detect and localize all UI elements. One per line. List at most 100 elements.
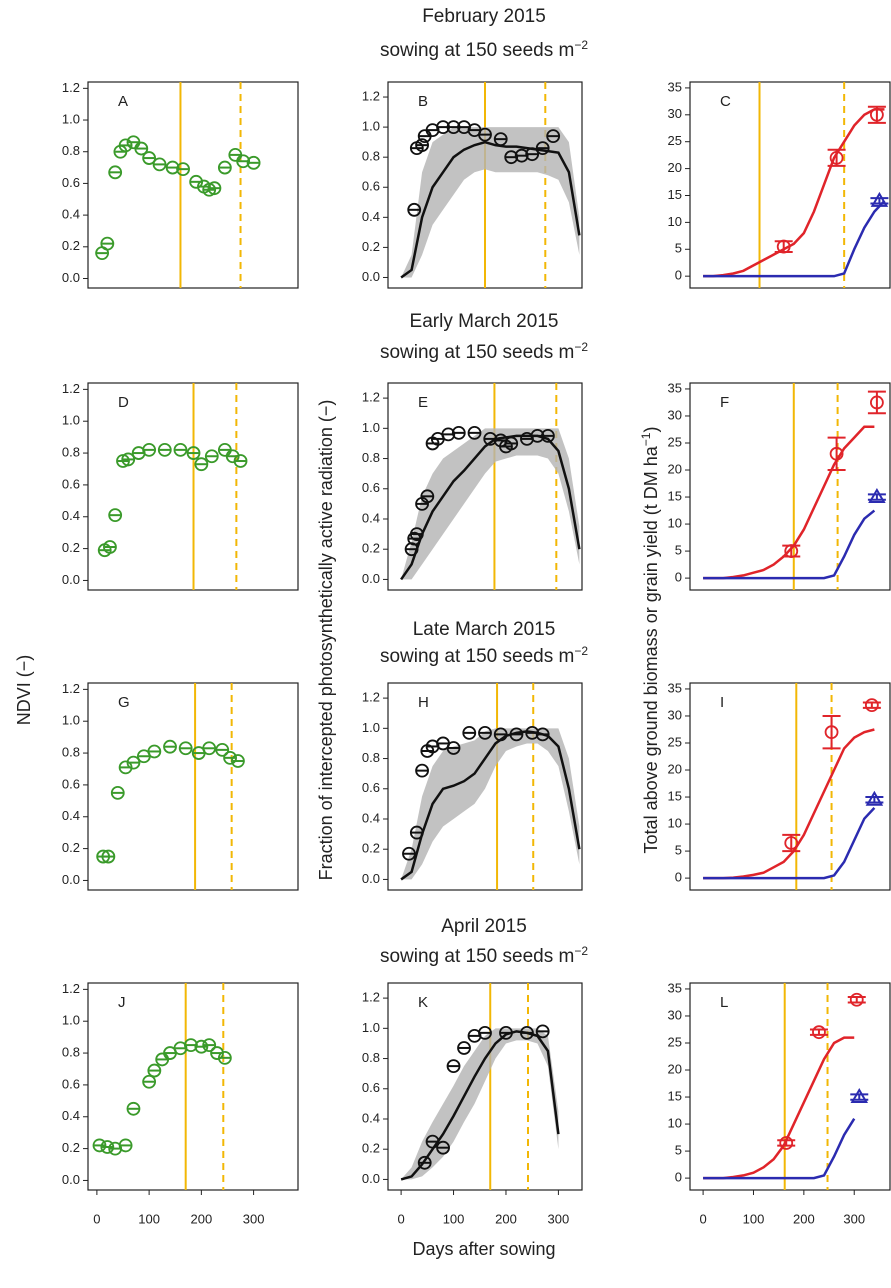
row-subtitle-sup: −2: [574, 944, 588, 958]
y-tick-label: 0.2: [362, 841, 380, 856]
y-tick-label: 15: [668, 187, 682, 202]
y-tick-label: 0.4: [362, 510, 380, 525]
y-tick-label: 30: [668, 1007, 682, 1022]
y-tick-label: 0.4: [62, 808, 80, 823]
panel-frame: [689, 382, 891, 591]
y-tick-label: 1.0: [362, 720, 380, 735]
row-subtitle-text: sowing at 150 seeds m: [380, 646, 574, 667]
y-tick-label: 0.4: [62, 1108, 80, 1123]
panel-letter: F: [720, 394, 729, 411]
biomass-axis-label: Total above ground biomass or grain yiel…: [639, 427, 661, 854]
panel-letter: D: [118, 394, 129, 411]
y-tick-label: 0.4: [62, 207, 80, 222]
y-tick-label: 0.4: [362, 810, 380, 825]
circle-marker: [493, 727, 508, 742]
circle-marker: [436, 1140, 450, 1155]
y-tick-label: 0.2: [62, 1140, 80, 1155]
uncertainty-band: [401, 127, 580, 278]
circle-marker: [441, 427, 456, 442]
y-tick-label: 0: [675, 1170, 682, 1185]
circle-marker: [165, 160, 180, 175]
y-tick-label: 15: [668, 488, 682, 503]
y-tick-label: 0.0: [62, 872, 80, 887]
circle-marker: [776, 239, 791, 254]
y-tick-label: 0.2: [362, 239, 380, 254]
circle-marker: [478, 1025, 492, 1040]
circle-marker: [186, 446, 201, 460]
y-tick-label: 0.6: [362, 1080, 380, 1095]
circle-marker: [110, 785, 125, 800]
panel-letter: H: [418, 694, 429, 711]
y-tick-label: 5: [675, 543, 682, 558]
x-tick-label: 0: [699, 1211, 706, 1226]
circle-marker: [202, 1038, 217, 1052]
panel-frame: [689, 982, 891, 1191]
circle-marker: [134, 141, 149, 156]
row-subtitle: sowing at 150 seeds m−2: [380, 38, 588, 61]
circle-marker: [467, 425, 482, 440]
y-tick-label: 5: [675, 1143, 682, 1158]
y-tick-label: 1.2: [362, 990, 380, 1005]
circle-marker: [178, 741, 193, 756]
uncertainty-band: [401, 728, 580, 880]
circle-marker: [417, 1155, 432, 1170]
circle-marker: [147, 744, 162, 759]
circle-marker: [483, 432, 498, 446]
y-tick-label: 0.2: [362, 541, 380, 556]
row-subtitle: sowing at 150 seeds m−2: [380, 340, 588, 363]
biomass-label-end: ): [641, 427, 661, 433]
x-tick-label: 0: [397, 1211, 404, 1226]
uncertainty-band: [401, 428, 580, 580]
circle-marker: [402, 846, 416, 861]
y-tick-label: 1.2: [62, 981, 80, 996]
x-tick-label: 100: [138, 1211, 160, 1226]
circle-marker: [829, 446, 844, 461]
x-tick-label: 300: [243, 1211, 265, 1226]
circle-marker: [864, 698, 879, 713]
circle-marker: [446, 1059, 461, 1074]
panel-letter: A: [118, 93, 128, 110]
y-tick-label: 20: [668, 1061, 682, 1076]
row-title: April 2015: [441, 916, 527, 937]
y-tick-label: 1.0: [362, 119, 380, 134]
y-tick-label: 20: [668, 461, 682, 476]
y-tick-label: 5: [675, 843, 682, 858]
y-tick-label: 20: [668, 761, 682, 776]
y-tick-label: 1.2: [62, 381, 80, 396]
circle-marker: [189, 174, 204, 189]
row-title: February 2015: [422, 6, 546, 27]
row-subtitle-text: sowing at 150 seeds m: [380, 342, 574, 363]
y-tick-label: 35: [668, 79, 682, 94]
y-tick-label: 10: [668, 214, 682, 229]
panel-letter: I: [720, 694, 724, 711]
circle-marker: [420, 489, 435, 504]
fipar-axis-label: Fraction of intercepted photosynthetical…: [316, 400, 336, 881]
circle-marker: [108, 165, 123, 180]
circle-marker: [118, 138, 133, 153]
circle-marker: [121, 452, 136, 467]
y-tick-label: 1.0: [62, 413, 80, 428]
circle-marker: [101, 849, 116, 864]
circle-marker: [504, 150, 519, 165]
circle-marker: [504, 436, 519, 451]
y-tick-label: 0.0: [362, 1171, 380, 1186]
circle-marker: [194, 457, 209, 472]
panel-plot: [703, 683, 884, 890]
x-tick-label: 200: [793, 1211, 815, 1226]
y-tick-label: 0.0: [362, 571, 380, 586]
circle-marker: [457, 1041, 471, 1055]
y-tick-label: 25: [668, 133, 682, 148]
circle-marker: [829, 150, 844, 165]
x-tick-label: 200: [191, 1211, 213, 1226]
circle-marker: [204, 449, 219, 464]
y-tick-label: 35: [668, 680, 682, 695]
simulated-line: [703, 200, 886, 278]
biomass-label-sup: −1: [639, 432, 653, 446]
y-tick-label: 0.4: [362, 1110, 380, 1125]
y-tick-label: 0.8: [362, 450, 380, 465]
panel-letter: K: [418, 994, 428, 1011]
y-tick-label: 15: [668, 788, 682, 803]
circle-marker: [535, 141, 550, 156]
circle-marker: [415, 763, 429, 778]
y-tick-label: 1.2: [62, 80, 80, 95]
